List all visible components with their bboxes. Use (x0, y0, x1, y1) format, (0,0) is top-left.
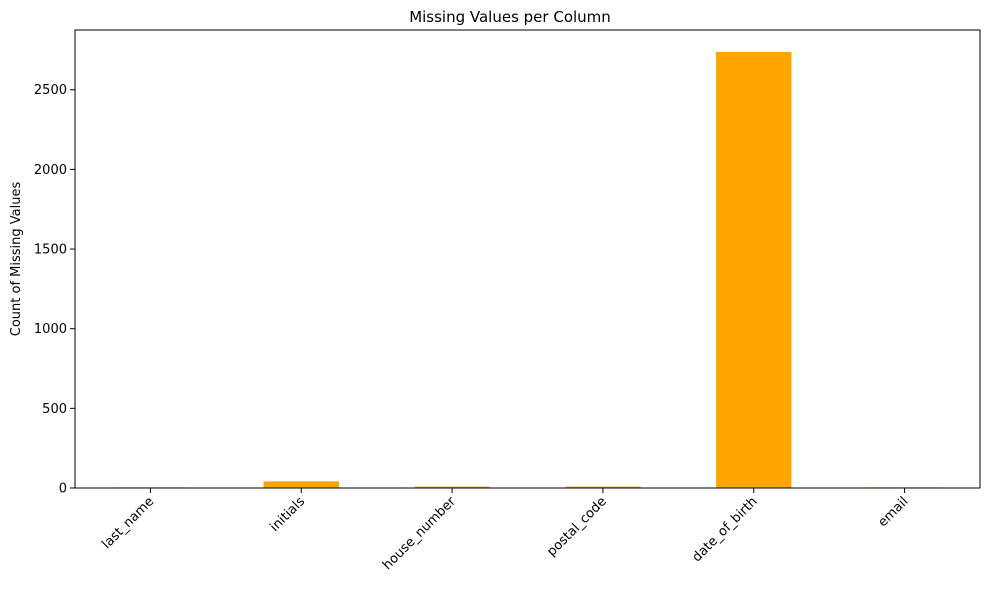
y-ticks-layer: 0 500 1000 1500 2000 2500 (34, 83, 75, 497)
x-tick-label: postal_code (544, 494, 609, 559)
y-tick-label: 500 (42, 402, 67, 417)
bar-initials (263, 481, 339, 488)
x-tick-label: date_of_birth (690, 494, 761, 565)
chart-title: Missing Values per Column (409, 8, 611, 26)
y-tick-label: 0 (59, 482, 67, 497)
x-ticks-layer: last_name initials house_number postal_code… (99, 488, 911, 573)
x-tick-label: email (875, 494, 911, 530)
y-tick-label: 1000 (34, 322, 67, 337)
x-tick-label: last_name (99, 494, 157, 552)
x-tick-label: initials (267, 494, 308, 535)
bars-layer (112, 51, 943, 488)
bar-date_of_birth (716, 51, 792, 488)
y-tick-label: 1500 (34, 243, 67, 258)
x-tick-label: house_number (380, 494, 459, 573)
bar-house_number (414, 486, 490, 488)
plot-frame (74, 29, 981, 489)
y-tick-label: 2500 (34, 83, 67, 98)
y-axis-label: Count of Missing Values (9, 182, 24, 337)
y-tick-label: 2000 (34, 163, 67, 178)
bar-postal_code (565, 486, 641, 488)
